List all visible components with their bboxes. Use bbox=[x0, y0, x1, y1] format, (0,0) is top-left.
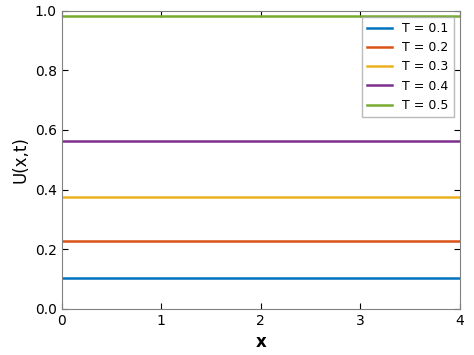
Legend: T = 0.1, T = 0.2, T = 0.3, T = 0.4, T = 0.5: T = 0.1, T = 0.2, T = 0.3, T = 0.4, T = … bbox=[362, 17, 454, 117]
T = 0.4 bbox=[385, 139, 391, 143]
T = 0.5 bbox=[296, 13, 301, 18]
T = 0.1 bbox=[59, 275, 64, 280]
T = 0.2 bbox=[59, 239, 64, 244]
T = 0.4 bbox=[250, 139, 256, 143]
T = 0.4 bbox=[59, 139, 64, 143]
T = 0.3 bbox=[457, 195, 463, 199]
T = 0.5 bbox=[59, 13, 64, 18]
T = 0.4 bbox=[296, 139, 301, 143]
T = 0.4 bbox=[248, 139, 254, 143]
T = 0.1 bbox=[250, 275, 256, 280]
T = 0.2 bbox=[296, 239, 301, 244]
T = 0.2 bbox=[385, 239, 391, 244]
T = 0.3 bbox=[59, 195, 64, 199]
T = 0.2 bbox=[248, 239, 254, 244]
T = 0.5 bbox=[457, 13, 463, 18]
T = 0.4 bbox=[274, 139, 280, 143]
T = 0.1 bbox=[457, 275, 463, 280]
T = 0.3 bbox=[250, 195, 256, 199]
T = 0.2 bbox=[457, 239, 463, 244]
X-axis label: x: x bbox=[255, 333, 266, 351]
T = 0.1 bbox=[274, 275, 280, 280]
T = 0.2 bbox=[274, 239, 280, 244]
T = 0.5 bbox=[250, 13, 256, 18]
Y-axis label: U(x,t): U(x,t) bbox=[11, 136, 29, 183]
T = 0.1 bbox=[447, 275, 453, 280]
T = 0.2 bbox=[447, 239, 453, 244]
T = 0.4 bbox=[457, 139, 463, 143]
T = 0.2 bbox=[250, 239, 256, 244]
T = 0.1 bbox=[296, 275, 301, 280]
T = 0.5 bbox=[385, 13, 391, 18]
T = 0.3 bbox=[447, 195, 453, 199]
T = 0.1 bbox=[385, 275, 391, 280]
T = 0.4 bbox=[447, 139, 453, 143]
T = 0.5 bbox=[447, 13, 453, 18]
T = 0.3 bbox=[296, 195, 301, 199]
T = 0.3 bbox=[274, 195, 280, 199]
T = 0.5 bbox=[248, 13, 254, 18]
T = 0.1 bbox=[248, 275, 254, 280]
T = 0.3 bbox=[385, 195, 391, 199]
T = 0.5 bbox=[274, 13, 280, 18]
T = 0.3 bbox=[248, 195, 254, 199]
